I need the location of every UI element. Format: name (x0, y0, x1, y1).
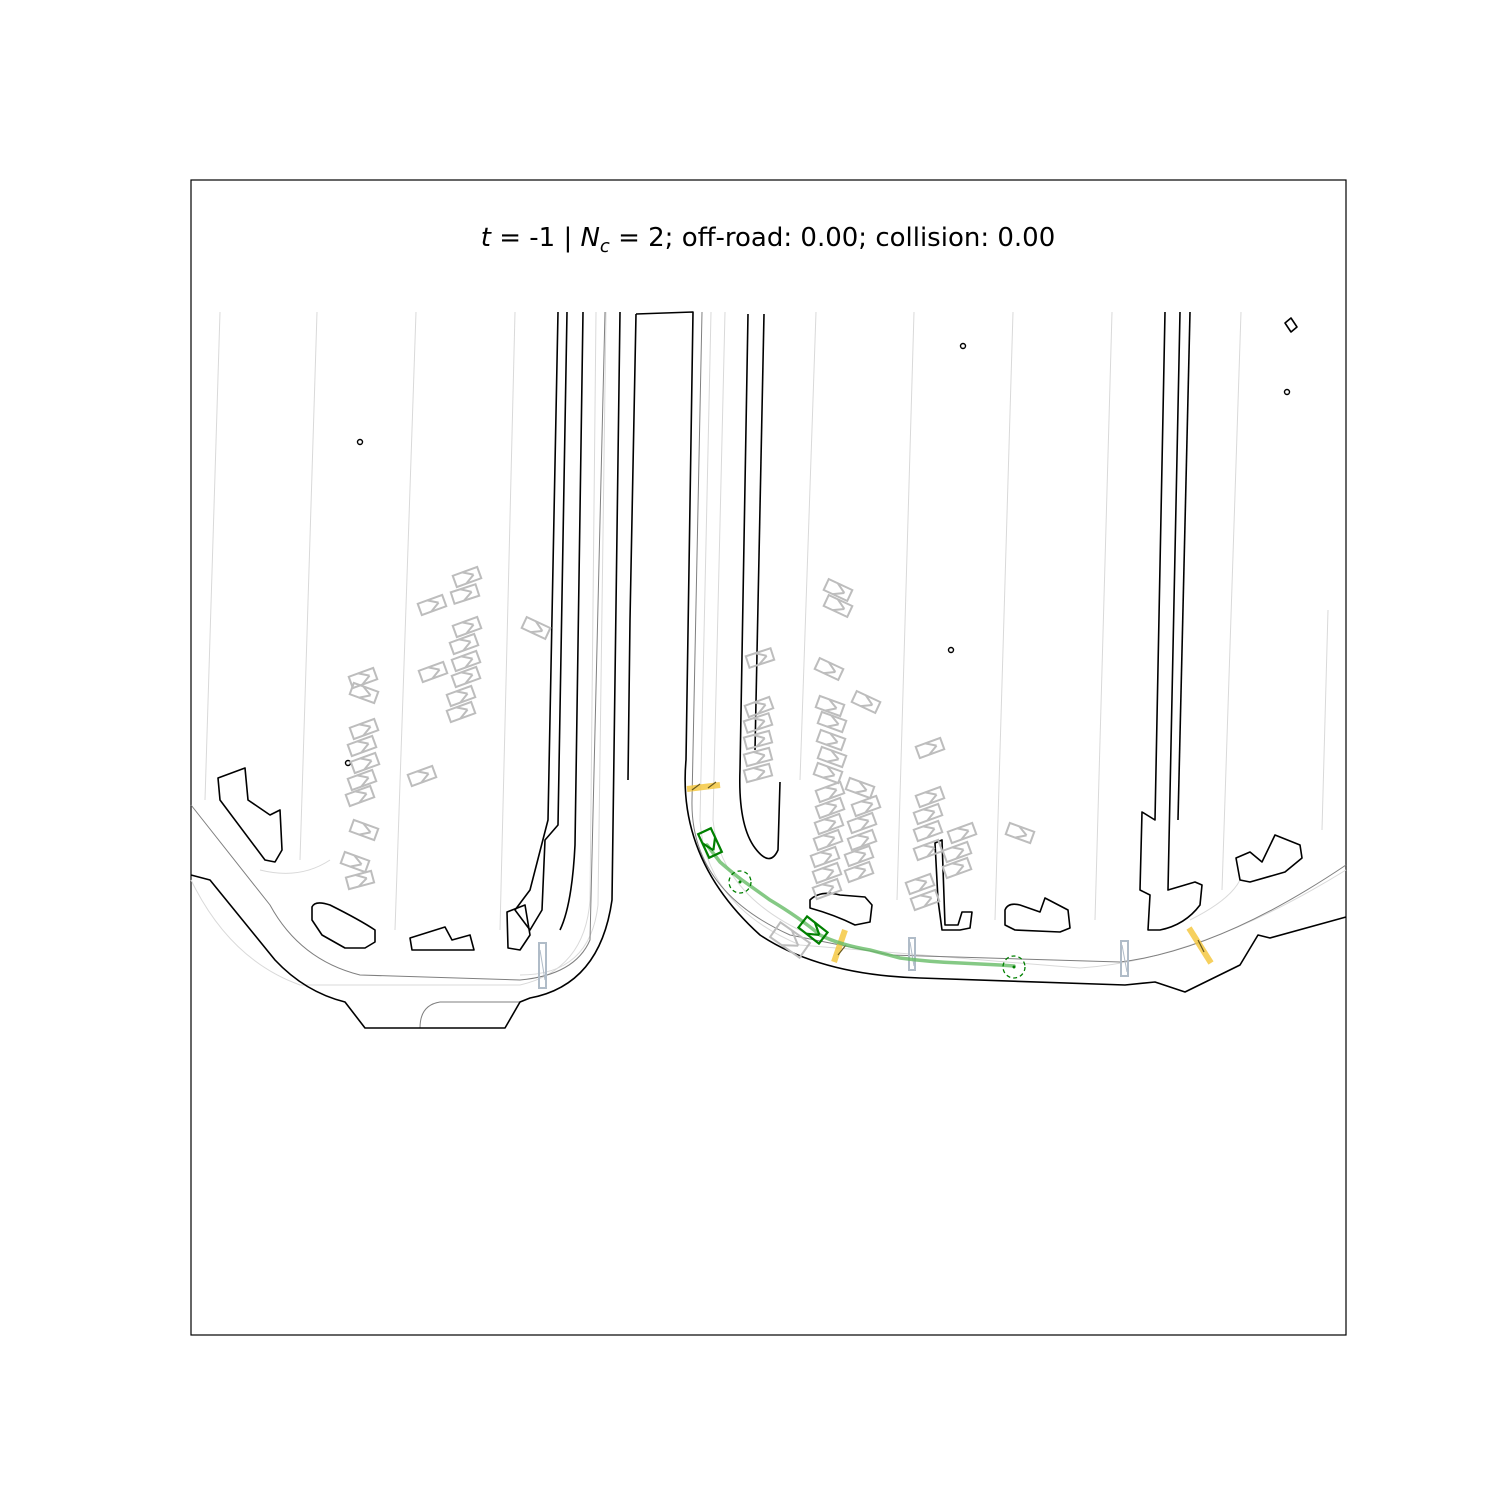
expert-trajectory (705, 843, 1016, 968)
stop-lines (538, 937, 1129, 989)
lane-lines (190, 311, 1347, 986)
goal-markers (728, 870, 1026, 979)
controlled-vehicles (696, 826, 830, 946)
parked-vehicles (339, 565, 1036, 960)
goal-marker-1 (728, 870, 752, 894)
lane-centerlines (190, 311, 1347, 1029)
crosswalks (686, 781, 1214, 965)
controlled-vehicle-1 (696, 826, 724, 860)
plot-frame (190, 179, 1347, 1336)
goal-marker-2 (1002, 955, 1026, 979)
plot-title: t = -1 | Nc = 2; off-road: 0.00; collisi… (481, 223, 1056, 257)
road-edges (190, 311, 1347, 1029)
controlled-vehicle-2 (796, 914, 830, 946)
